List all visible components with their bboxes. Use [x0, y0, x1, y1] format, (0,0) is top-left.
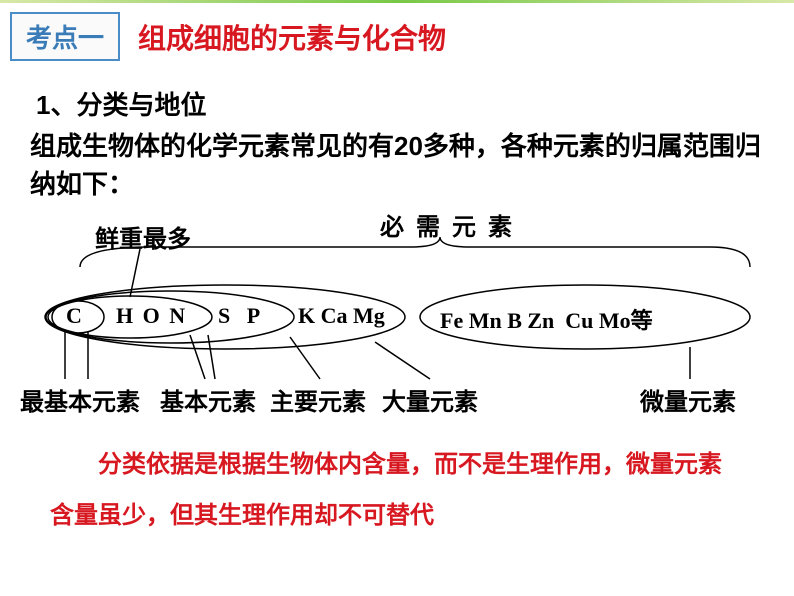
section-subtitle: 1、分类与地位 [36, 85, 764, 122]
page-title: 组成细胞的元素与化合物 [138, 17, 446, 57]
label-macro: 大量元素 [382, 382, 478, 417]
elem-kcamg: K Ca Mg [298, 303, 385, 329]
footer-note: 分类依据是根据生物体内含量，而不是生理作用，微量元素含量虽少，但其生理作用却不可… [30, 422, 764, 541]
header-row: 考点一 组成细胞的元素与化合物 [0, 0, 794, 61]
content-area: 1、分类与地位 组成生物体的化学元素常见的有20多种，各种元素的归属范围归纳如下… [0, 61, 794, 541]
topic-badge: 考点一 [10, 12, 120, 61]
label-most-basic: 最基本元素 [20, 382, 140, 417]
label-basic: 基本元素 [160, 382, 256, 417]
element-diagram: 鲜重最多 必 需 元 素 [30, 207, 770, 422]
section-description: 组成生物体的化学元素常见的有20多种，各种元素的归属范围归纳如下： [30, 128, 764, 203]
elem-micro: Fe Mn B Zn Cu Mo等 [440, 303, 653, 335]
decorative-top-border [0, 0, 794, 3]
label-micro: 微量元素 [640, 382, 736, 417]
elem-sp: S P [218, 303, 260, 329]
elem-c: C [66, 303, 82, 329]
label-main: 主要元素 [270, 382, 366, 417]
elem-hon: H O N [116, 303, 187, 329]
